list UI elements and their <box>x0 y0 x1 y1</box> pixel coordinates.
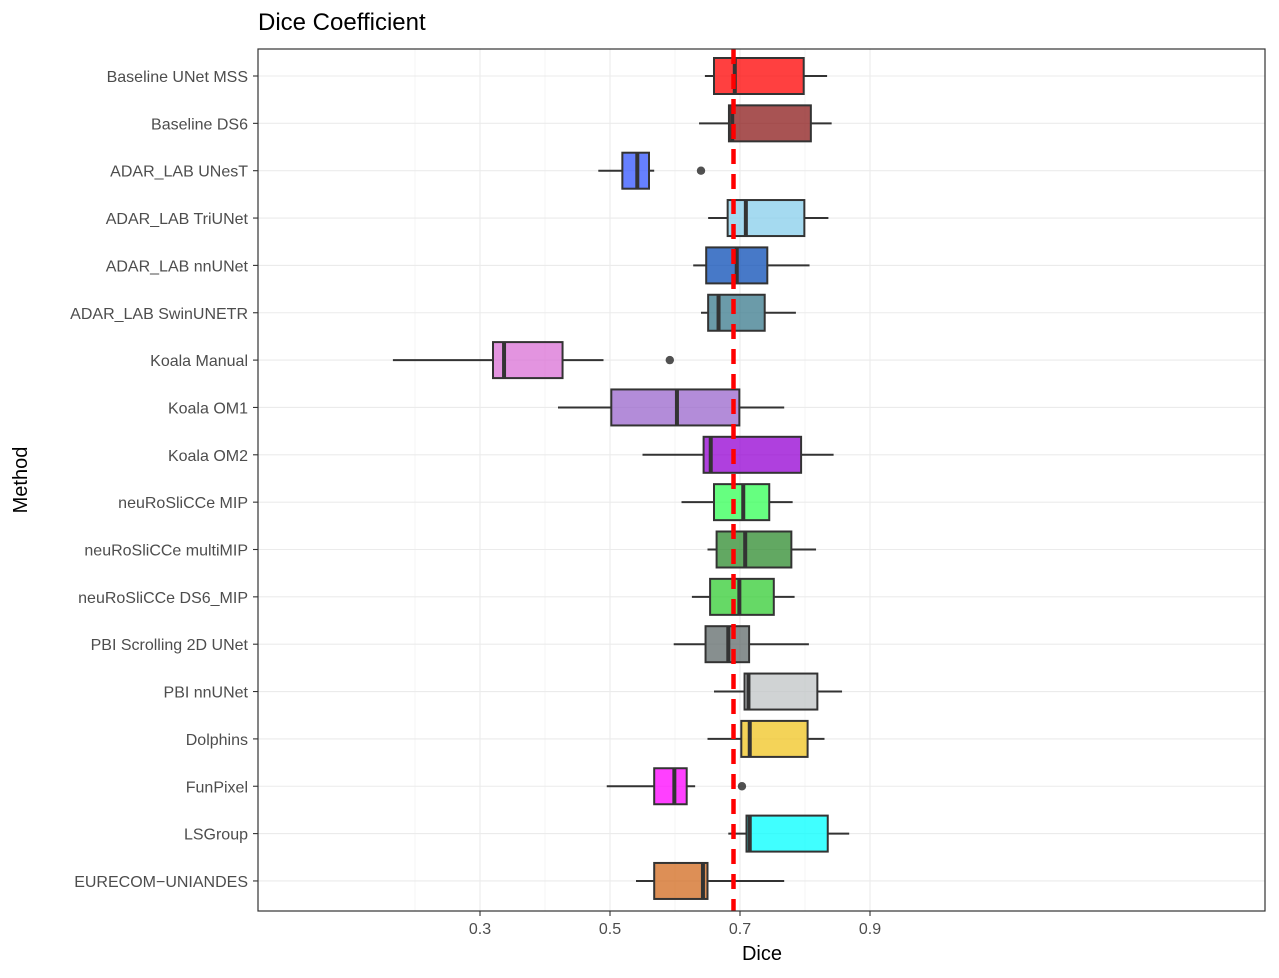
y-tick-label: PBI Scrolling 2D UNet <box>91 637 249 654</box>
y-tick-label: Koala OM1 <box>168 400 248 417</box>
y-axis-ticks: Baseline UNet MSS Baseline DS6 ADAR_LAB UN… <box>70 69 258 891</box>
x-tick-label: 0.5 <box>599 921 621 938</box>
box-iqr <box>653 767 688 806</box>
box-series-10 <box>681 483 793 522</box>
y-tick-label: LSGroup <box>184 827 248 844</box>
box-iqr <box>709 577 775 616</box>
y-tick-label: PBI nnUNet <box>164 685 249 702</box>
box-series-8 <box>558 388 785 427</box>
x-tick-label: 0.9 <box>859 921 881 938</box>
box-iqr <box>743 672 819 711</box>
boxes-group <box>392 49 850 911</box>
y-axis-title: Method <box>10 447 32 514</box>
box-series-5 <box>693 246 810 285</box>
box-series-18 <box>636 861 785 900</box>
box-series-1 <box>704 57 828 95</box>
box-series-9 <box>642 435 834 474</box>
box-series-15 <box>707 719 825 758</box>
box-series-17 <box>728 814 850 853</box>
x-axis-title: Dice <box>742 943 782 965</box>
box-series-14 <box>714 672 843 711</box>
y-tick-label: ADAR_LAB TriUNet <box>106 211 249 228</box>
chart-title: Dice Coefficient <box>258 9 426 36</box>
y-tick-label: neuRoSliCCe multiMIP <box>84 543 248 560</box>
grid-lines <box>258 49 1265 911</box>
outlier-point <box>737 782 747 791</box>
box-iqr <box>745 814 829 853</box>
outlier-point <box>665 355 674 365</box>
y-tick-label: ADAR_LAB SwinUNETR <box>70 306 248 323</box>
x-tick-label: 0.7 <box>729 921 751 938</box>
y-tick-label: EURECOM−UNIANDES <box>74 874 248 891</box>
y-tick-label: Baseline UNet MSS <box>107 69 248 86</box>
box-iqr <box>727 104 812 143</box>
box-iqr <box>726 199 806 238</box>
box-series-3 <box>598 151 706 190</box>
y-tick-label: Koala OM2 <box>168 448 248 465</box>
y-tick-label: neuRoSliCCe DS6_MIP <box>78 590 248 607</box>
box-series-7 <box>392 341 674 380</box>
box-iqr <box>715 530 793 569</box>
y-tick-label: ADAR_LAB nnUNet <box>106 258 249 275</box>
y-tick-label: neuRoSliCCe MIP <box>118 495 248 512</box>
y-tick-label: FunPixel <box>186 779 248 796</box>
box-series-4 <box>708 199 829 238</box>
box-series-6 <box>701 293 796 332</box>
x-tick-label: 0.3 <box>469 921 491 938</box>
x-axis-ticks: 0.3 0.5 0.7 0.9 <box>469 911 881 938</box>
y-tick-label: Baseline DS6 <box>151 116 248 133</box>
box-series-13 <box>673 625 809 664</box>
box-series-16 <box>606 767 747 806</box>
box-iqr <box>713 57 805 95</box>
box-series-11 <box>707 530 817 569</box>
y-tick-label: ADAR_LAB UNesT <box>110 164 248 181</box>
outlier-point <box>696 166 706 175</box>
box-iqr <box>653 861 709 900</box>
box-series-2 <box>699 104 832 143</box>
y-tick-label: Dolphins <box>186 732 248 749</box>
y-tick-label: Koala Manual <box>150 353 248 370</box>
box-iqr <box>740 719 809 758</box>
plot-panel-border <box>257 48 1266 912</box>
box-iqr <box>702 435 803 474</box>
box-series-12 <box>691 577 795 616</box>
